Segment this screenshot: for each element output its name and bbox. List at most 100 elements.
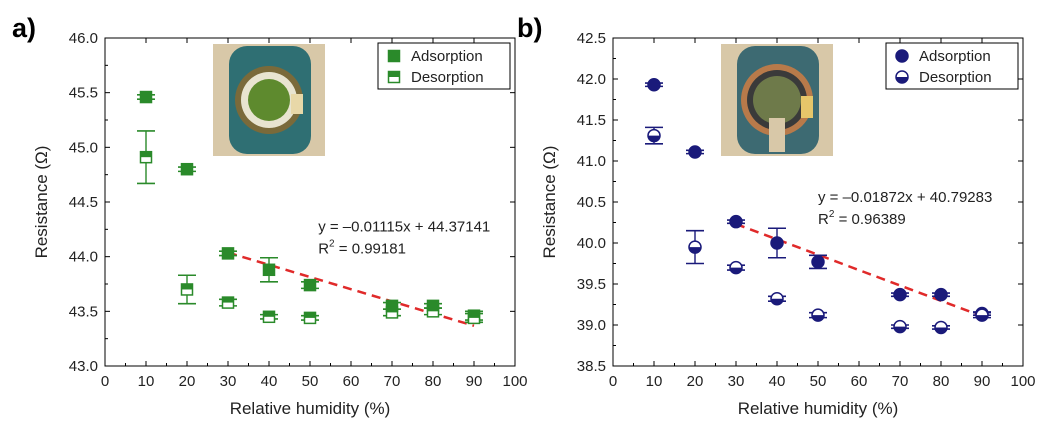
data-point-fill xyxy=(648,135,660,142)
series-desorption xyxy=(645,126,991,335)
data-point-fill xyxy=(263,264,275,276)
data-point-fill xyxy=(181,283,193,290)
x-tick-label: 90 xyxy=(974,373,991,390)
inset-photo xyxy=(721,44,833,156)
data-point-fill xyxy=(140,91,152,103)
series-adsorption xyxy=(645,77,991,321)
legend: Adsorption Desorption xyxy=(885,42,1019,90)
inset-slot xyxy=(769,118,785,152)
fit-r-squared: R2 = 0.99181 xyxy=(318,239,406,258)
legend-label: Desorption xyxy=(919,69,992,86)
y-axis-title: Resistance (Ω) xyxy=(32,146,51,259)
x-tick-label: 10 xyxy=(138,373,155,390)
fit-r2-value: = 0.96389 xyxy=(834,211,905,228)
y-tick-label: 40.0 xyxy=(577,235,606,252)
data-point-fill xyxy=(812,315,824,322)
legend-box xyxy=(885,42,1019,90)
legend-label: Adsorption xyxy=(919,48,991,65)
data-point-fill xyxy=(935,327,947,334)
y-tick-label: 38.5 xyxy=(577,358,606,375)
x-tick-label: 10 xyxy=(646,373,663,390)
fit-equation: y = –0.01872x + 40.79283 xyxy=(818,189,992,206)
x-tick-label: 80 xyxy=(425,373,442,390)
y-tick-label: 45.0 xyxy=(69,139,98,156)
data-point-fill xyxy=(222,247,234,259)
legend-label: Adsorption xyxy=(411,48,483,65)
legend-marker-fill xyxy=(896,50,908,62)
data-point-fill xyxy=(648,78,660,91)
y-tick-label: 40.5 xyxy=(577,194,606,211)
data-point-fill xyxy=(976,315,988,322)
fit-r2-prefix: R xyxy=(318,241,329,258)
y-tick-label: 44.0 xyxy=(69,249,98,266)
x-tick-label: 30 xyxy=(728,373,745,390)
y-tick-label: 42.0 xyxy=(577,71,606,88)
x-axis-title: Relative humidity (%) xyxy=(738,399,899,418)
data-point-fill xyxy=(386,306,398,313)
data-point-fill xyxy=(689,247,701,254)
x-tick-label: 80 xyxy=(933,373,950,390)
data-point-fill xyxy=(140,151,152,158)
x-tick-label: 70 xyxy=(892,373,909,390)
fit-r2-value: = 0.99181 xyxy=(335,241,406,258)
fit-r2-superscript: 2 xyxy=(329,239,335,250)
data-point-fill xyxy=(263,311,275,317)
chart-panel-b: b) 0 10 20 30 40 50 60 70 80 90 100 38.5 39.0 39.5 40.0… xyxy=(517,13,1036,418)
y-tick-label: 45.5 xyxy=(69,85,98,102)
x-tick-label: 100 xyxy=(1010,373,1035,390)
data-point-fill xyxy=(730,215,742,228)
y-tick-label: 39.5 xyxy=(577,276,606,293)
x-tick-label: 60 xyxy=(343,373,360,390)
legend-label: Desorption xyxy=(411,69,484,86)
inset-contact-pad xyxy=(801,96,813,118)
legend: Adsorption Desorption xyxy=(377,42,511,90)
x-tick-label: 20 xyxy=(179,373,196,390)
x-tick-label: 0 xyxy=(609,373,617,390)
inset-sensing-area xyxy=(248,79,290,121)
x-tick-label: 60 xyxy=(851,373,868,390)
data-point-fill xyxy=(812,255,824,268)
chart-panel-a: a) 0 10 20 30 40 50 60 70 80 90 100 43.0 43.5 44.0 44.5… xyxy=(12,13,528,418)
data-point-fill xyxy=(689,145,701,158)
data-point-fill xyxy=(222,297,234,303)
x-axis-title: Relative humidity (%) xyxy=(230,399,391,418)
x-tick-label: 0 xyxy=(101,373,109,390)
x-tick-label: 50 xyxy=(302,373,319,390)
fit-r2-prefix: R xyxy=(818,211,829,228)
y-tick-label: 41.0 xyxy=(577,153,606,170)
legend-marker-fill xyxy=(388,50,400,62)
y-tick-label: 41.5 xyxy=(577,112,606,129)
x-tick-label: 90 xyxy=(466,373,483,390)
series-desorption xyxy=(137,130,483,325)
y-tick-label: 46.0 xyxy=(69,30,98,47)
inset-sensing-area xyxy=(753,76,801,124)
data-point-fill xyxy=(304,312,316,318)
data-point-fill xyxy=(181,163,193,175)
y-tick-label: 43.0 xyxy=(69,358,98,375)
data-point-fill xyxy=(894,288,906,301)
inset-photo xyxy=(213,44,325,156)
data-point-fill xyxy=(771,237,783,249)
x-tick-label: 30 xyxy=(220,373,237,390)
data-point-fill xyxy=(427,305,439,312)
data-point-fill xyxy=(894,326,906,333)
x-tick-label: 50 xyxy=(810,373,827,390)
x-tick-label: 40 xyxy=(261,373,278,390)
data-point-fill xyxy=(386,300,398,312)
panel-label: a) xyxy=(12,13,36,43)
data-point-fill xyxy=(468,312,480,318)
data-point-fill xyxy=(771,298,783,305)
x-tick-label: 20 xyxy=(687,373,704,390)
fit-r-squared: R2 = 0.96389 xyxy=(818,209,906,228)
y-tick-label: 39.0 xyxy=(577,317,606,334)
fit-r2-superscript: 2 xyxy=(829,209,835,220)
legend-marker-fill xyxy=(388,71,400,77)
data-point-fill xyxy=(730,267,742,274)
y-tick-label: 42.5 xyxy=(577,30,606,47)
y-tick-label: 44.5 xyxy=(69,194,98,211)
data-point-fill xyxy=(935,288,947,301)
x-tick-label: 40 xyxy=(769,373,786,390)
inset-contact-pad xyxy=(291,94,303,114)
legend-marker-fill xyxy=(896,77,908,83)
